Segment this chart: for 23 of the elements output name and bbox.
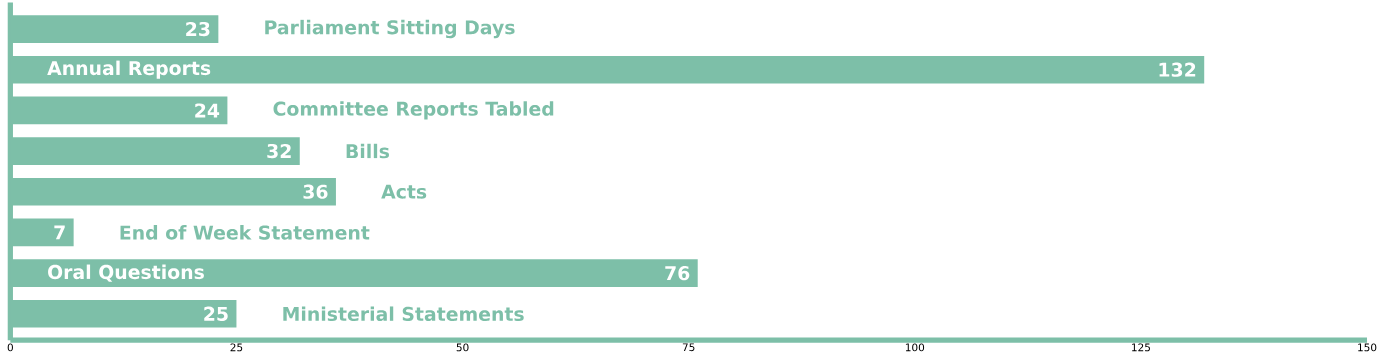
y-tick-label: Parliament Sitting Days bbox=[265, 19, 515, 39]
data-label: 76 bbox=[665, 265, 690, 281]
y-tick-label: Acts bbox=[381, 184, 427, 199]
data-label: 7 bbox=[54, 225, 65, 240]
y-tick-label: Annual Reports bbox=[47, 60, 211, 79]
x-tick-label: 150 bbox=[1358, 343, 1377, 352]
y-tick-label: Bills bbox=[346, 143, 390, 159]
y-tick-label: Oral Questions bbox=[48, 264, 204, 282]
x-tick-label: 0 bbox=[7, 343, 13, 352]
data-label: 32 bbox=[267, 143, 291, 159]
y-tick-label: Committee Reports Tabled bbox=[273, 101, 554, 120]
data-label: 132 bbox=[1159, 62, 1196, 77]
x-tick-label: 50 bbox=[456, 343, 469, 352]
x-tick-label: 125 bbox=[1132, 343, 1150, 352]
y-tick-label: Ministerial Statements bbox=[283, 306, 524, 321]
data-label: 36 bbox=[303, 184, 328, 199]
data-label: 25 bbox=[204, 306, 228, 321]
x-tick-label: 25 bbox=[230, 343, 243, 352]
data-label: 23 bbox=[186, 21, 210, 37]
data-label: 24 bbox=[195, 103, 220, 118]
x-tick-label: 100 bbox=[905, 343, 925, 352]
x-tick-label: 75 bbox=[682, 343, 695, 352]
y-tick-label: End of Week Statement bbox=[120, 224, 370, 240]
